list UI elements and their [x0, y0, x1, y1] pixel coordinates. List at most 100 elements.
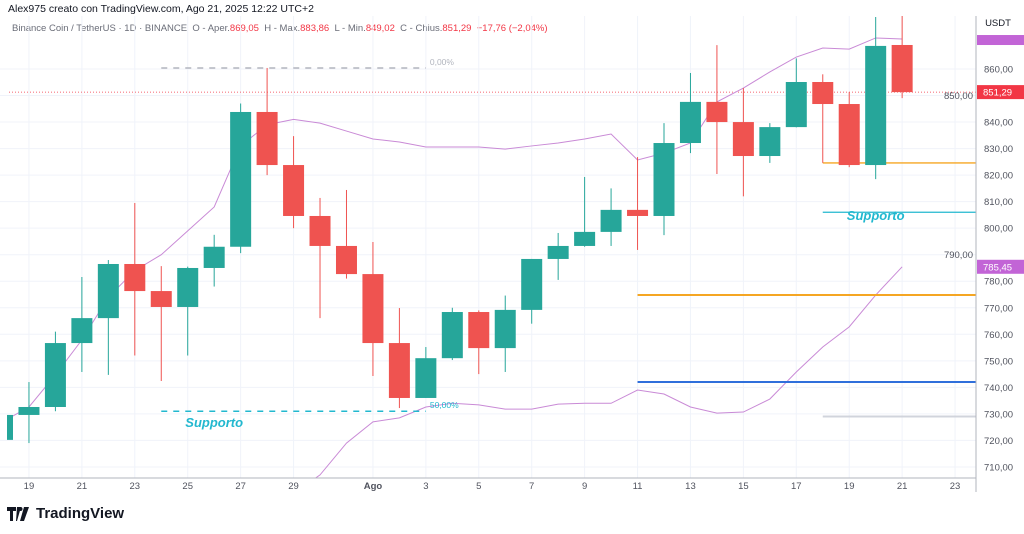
date-tick-label: 23	[130, 481, 141, 492]
symbol-legend: Binance Coin / TetherUS · 1D · BINANCE O…	[12, 23, 548, 34]
candle-body	[362, 274, 384, 344]
band-price-label-box	[977, 259, 1024, 274]
candle-body	[838, 104, 860, 166]
candle-body	[150, 291, 172, 307]
date-tick-label: 5	[476, 481, 481, 492]
candle-bullish	[600, 188, 622, 246]
candlestick-chart[interactable]: 0,00% 50,00% Supporto Supporto 710,00 720,00…	[0, 0, 1024, 500]
price-tick-label: 760,00	[984, 330, 1013, 341]
candle-bullish	[547, 232, 569, 280]
candle-bullish	[759, 123, 781, 163]
date-tick-label: 9	[582, 481, 587, 492]
candle-bullish	[574, 176, 596, 247]
candle-body	[679, 101, 701, 144]
date-tick-label: 13	[685, 481, 696, 492]
axes: 710,00 720,00 730,00 740,00 750,00 760,00 770,…	[0, 16, 1024, 492]
band-price-label: 785,45	[983, 262, 1012, 273]
low-label: L - Min.	[334, 23, 366, 34]
candle-body	[812, 81, 834, 105]
price-tick-label: 750,00	[984, 356, 1013, 367]
candle-body	[521, 258, 543, 310]
price-tick-label: 780,00	[984, 277, 1013, 288]
price-tick-label: 820,00	[984, 171, 1013, 182]
plot-area: 0,00% 50,00% Supporto Supporto	[7, 16, 976, 478]
candle-body	[124, 263, 146, 292]
price-tick-label: 790,00	[944, 250, 973, 261]
open-label: O - Aper.	[192, 23, 230, 34]
price-tick-label: 810,00	[984, 197, 1013, 208]
candle-bullish	[203, 234, 225, 287]
symbol-name: Binance Coin / TetherUS · 1D · BINANCE	[12, 23, 188, 34]
candle-bullish	[44, 331, 66, 412]
price-tick-label: 840,00	[984, 118, 1013, 129]
candle-body	[653, 143, 675, 216]
candle-bullish	[785, 58, 807, 128]
candle-body	[706, 101, 728, 123]
candle-body	[759, 127, 781, 157]
candle-bearish	[388, 308, 410, 409]
candle-body	[627, 209, 649, 216]
candle-body	[600, 209, 622, 232]
date-tick-label: 7	[529, 481, 534, 492]
grid	[0, 16, 976, 478]
candle-body	[494, 309, 516, 349]
candle-body	[18, 406, 40, 415]
candle-body	[283, 165, 305, 216]
candle-bullish	[415, 347, 437, 398]
candle-body	[441, 312, 463, 359]
upper-band-marker-box	[977, 35, 1024, 46]
candle-bullish	[441, 307, 463, 361]
support-annotation: Supporto	[847, 208, 905, 223]
candle-bearish	[362, 241, 384, 376]
date-tick-label: 21	[77, 481, 88, 492]
close-value: 851,29	[442, 23, 472, 34]
candle-bearish	[891, 16, 913, 99]
date-tick-label: 19	[844, 481, 855, 492]
high-value: 883,86	[300, 23, 330, 34]
candle-body	[891, 44, 913, 93]
change-value: −17,76 (−2,04%)	[476, 23, 548, 34]
candle-bullish	[71, 276, 93, 372]
tradingview-logo[interactable]: TradingView	[7, 505, 124, 522]
date-tick-label: Ago	[364, 481, 383, 492]
candle-body	[177, 267, 199, 307]
low-value: 849,02	[365, 23, 395, 34]
candle-body	[335, 245, 357, 275]
candle-bullish	[494, 295, 516, 372]
candle-body	[203, 246, 225, 268]
candle-bullish	[177, 266, 199, 356]
date-tick-label: 3	[423, 481, 428, 492]
last-price-label-box	[977, 85, 1024, 100]
candle-body	[230, 111, 252, 247]
candle-bullish	[653, 123, 675, 236]
price-tick-label: 770,00	[984, 303, 1013, 314]
support-annotation: Supporto	[185, 415, 243, 430]
candle-bearish	[124, 202, 146, 356]
lower-bollinger-band	[314, 266, 903, 478]
price-tick-label: 850,00	[944, 91, 973, 102]
candle-bearish	[468, 310, 490, 375]
price-tick-label: 740,00	[984, 383, 1013, 394]
fib-level-label: 0,00%	[430, 57, 455, 67]
candle-bullish	[7, 414, 13, 440]
high-label: H - Max.	[264, 23, 301, 34]
candle-bearish	[256, 67, 278, 176]
candle-bullish	[679, 72, 701, 154]
candle-body	[468, 312, 490, 349]
candle-bearish	[838, 92, 860, 168]
date-tick-label: 23	[950, 481, 961, 492]
upper-bollinger-band	[7, 37, 903, 420]
candle-body	[309, 215, 331, 246]
candle-bearish	[812, 74, 834, 163]
candle-bearish	[150, 266, 172, 381]
date-tick-label: 15	[738, 481, 749, 492]
candle-bullish	[521, 258, 543, 324]
candle-bullish	[865, 17, 887, 180]
candle-bullish	[18, 382, 40, 444]
candle-bearish	[627, 157, 649, 250]
currency-label: USDT	[985, 18, 1011, 29]
date-tick-label: 21	[897, 481, 908, 492]
open-value: 869,05	[229, 23, 259, 34]
candle-body	[97, 263, 119, 319]
candle-body	[732, 122, 754, 157]
